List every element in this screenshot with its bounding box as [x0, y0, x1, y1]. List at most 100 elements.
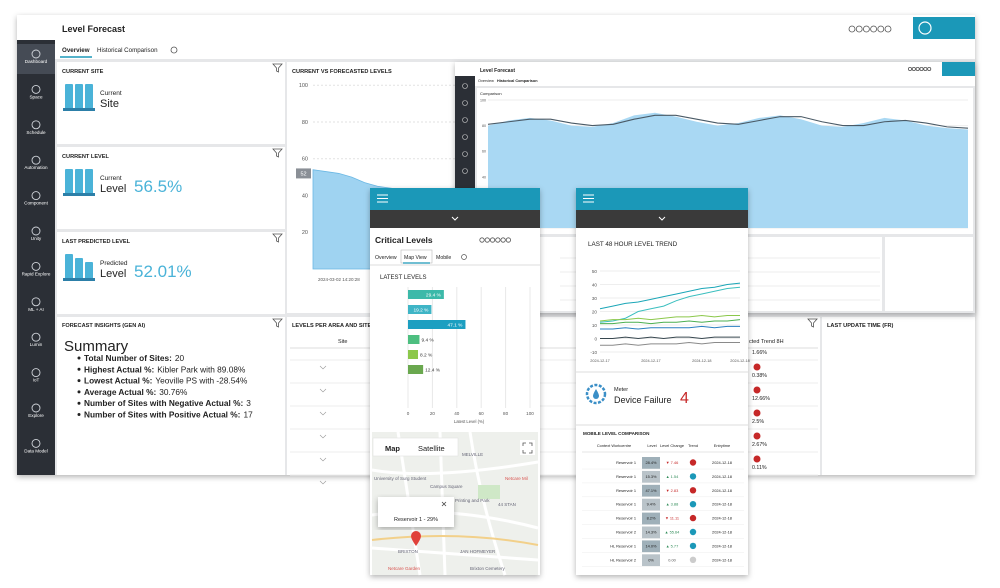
icon-part — [75, 84, 83, 110]
level-cell — [642, 457, 660, 469]
toolbar-icon — [911, 67, 916, 72]
x-axis-label: Latest Level (%) — [454, 419, 485, 424]
map-button[interactable]: Map — [385, 444, 400, 453]
nav-item[interactable]: Schedule — [26, 130, 46, 135]
trend-icon — [689, 459, 697, 466]
map-label: Campus Square — [430, 484, 463, 489]
current-marker-label: 52 — [300, 171, 306, 177]
cell: 2024-12-18 — [712, 543, 732, 548]
tab[interactable]: Map View — [404, 255, 427, 261]
x-tick-label: 2024-12-17 — [641, 359, 660, 363]
bar — [408, 335, 420, 344]
level-cell — [642, 512, 660, 525]
trend-value: 0.11% — [752, 465, 767, 471]
bar-label: 19.2 % — [413, 308, 429, 314]
nav-icon — [462, 151, 468, 157]
window-title: Level Forecast — [480, 68, 515, 74]
cell: 47.1% — [645, 488, 657, 493]
icon-part — [75, 169, 83, 195]
card — [57, 232, 285, 314]
cell: 9.4% — [647, 502, 656, 507]
mobile-subheader — [576, 210, 748, 228]
icon-part — [65, 84, 73, 110]
chart-title: LATEST LEVELS — [380, 275, 426, 281]
cell: 8.2% — [647, 516, 656, 521]
summary-item: Number of Sites with Negative Actual %: 3 — [84, 398, 251, 408]
tab[interactable]: Overview — [375, 255, 397, 261]
y-tick-label: 60 — [302, 157, 308, 163]
cell: 2024-12-18 — [712, 488, 732, 493]
nav-icon — [462, 117, 468, 123]
icon-part — [65, 254, 73, 280]
cell: 2024-12-18 — [712, 516, 732, 521]
trend-value: 2.67% — [752, 442, 767, 448]
cell: 14.3% — [645, 530, 657, 535]
y-tick-label: 30 — [592, 296, 598, 301]
summary-value: 20 — [175, 353, 185, 363]
nav-item[interactable]: Lumin — [30, 342, 43, 347]
bullet — [77, 356, 81, 360]
cell: ▲ 1.54 — [666, 474, 679, 479]
trend-icon — [753, 455, 761, 463]
summary-label: Number of Sites with Negative Actual %: — [84, 398, 243, 408]
chart-title: Comparison — [480, 91, 502, 96]
card — [57, 147, 285, 229]
nav-item[interactable]: Dashboard — [25, 59, 48, 64]
column-header: Site — [338, 339, 347, 345]
cell: ▼ 7.46 — [666, 460, 679, 465]
nav-icon — [31, 120, 41, 130]
nav-item[interactable]: Unity — [31, 236, 42, 241]
tab[interactable]: Historical Comparison — [97, 47, 158, 54]
window-title: Level Forecast — [62, 24, 125, 34]
lower-panel — [885, 237, 973, 311]
card-header: LAST PREDICTED LEVEL — [62, 239, 131, 245]
nav-item[interactable]: Explore — [28, 413, 44, 418]
nav-item[interactable]: Rapid Explore — [22, 271, 51, 276]
nav-item[interactable]: ML + AI — [28, 307, 44, 312]
cell: ▲ 3.88 — [666, 502, 679, 507]
mobile-header — [370, 188, 540, 210]
chart-title: CURRENT VS FORECASTED LEVELS — [292, 69, 392, 75]
nav-icon — [31, 368, 41, 378]
summary-item: Highest Actual %: Kibler Park with 89.08% — [84, 364, 246, 374]
level-cell — [642, 540, 660, 553]
line — [600, 342, 740, 346]
line — [599, 286, 741, 323]
toolbar-icon — [848, 25, 856, 33]
x-tick-label: 2024-12-17 — [590, 359, 609, 363]
nav-item[interactable]: IoT — [33, 378, 40, 383]
tab[interactable]: Mobile — [436, 255, 451, 261]
help-button[interactable] — [913, 17, 975, 39]
chevron — [451, 216, 459, 221]
summary-item: Average Actual %: 30.76% — [84, 387, 188, 397]
bar — [408, 350, 419, 359]
column-header: Entrytime — [714, 443, 730, 448]
row-toggle — [319, 411, 327, 416]
map-button[interactable]: Satellite — [418, 444, 445, 453]
filter-icon — [807, 318, 818, 328]
nav-item[interactable]: Space — [29, 94, 42, 99]
level-cell — [642, 526, 660, 539]
chevron — [658, 216, 666, 221]
map-label: Netcare Garden — [388, 566, 421, 571]
nav-item[interactable]: Automation — [24, 165, 48, 170]
cell: 28.4% — [645, 460, 657, 465]
fullscreen-button[interactable] — [520, 440, 535, 455]
bullet — [77, 367, 81, 371]
map-label: 44 STAN — [498, 502, 516, 507]
y-tick-label: 40 — [302, 193, 308, 199]
cell: Reservoir 1 — [616, 516, 636, 521]
icon-base — [63, 193, 95, 196]
y-tick-label: 20 — [592, 309, 598, 314]
nav-icon — [31, 261, 41, 271]
bar-label: 47.1 % — [448, 323, 464, 329]
nav-item[interactable]: Component — [24, 201, 48, 206]
nav-item[interactable]: Data Model — [24, 448, 48, 453]
icon-part — [85, 84, 93, 110]
line — [600, 336, 740, 340]
summary-label: Total Number of Sites: — [84, 353, 172, 363]
toolbar-icon — [489, 237, 496, 243]
tab[interactable]: Overview — [62, 47, 90, 54]
x-tick-label: 100 — [526, 411, 534, 416]
